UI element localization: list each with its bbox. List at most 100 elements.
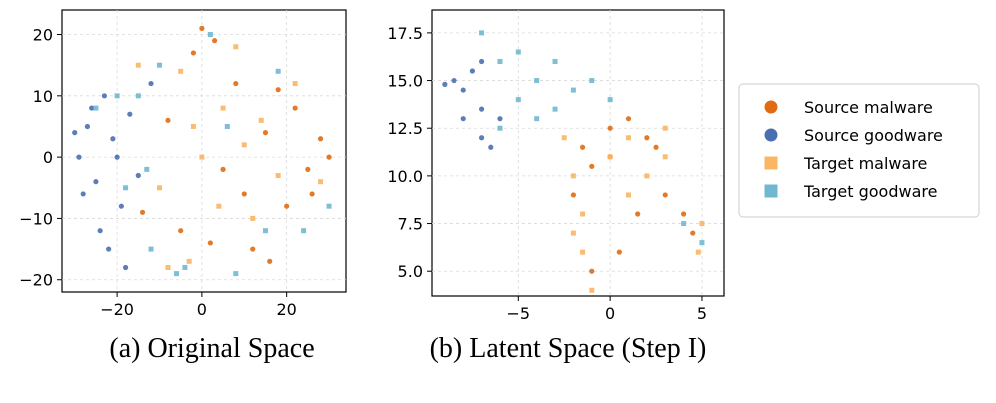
target-malware-point: [292, 81, 298, 87]
target-malware-point: [570, 173, 576, 179]
target-goodware-point: [479, 30, 485, 36]
y-tick-label: 12.5: [387, 119, 423, 138]
target-malware-point: [190, 123, 196, 129]
target-malware-point: [561, 135, 567, 141]
y-tick-label: 15.0: [387, 72, 423, 91]
x-ticks-latent: −5 0 5: [507, 296, 707, 323]
source-malware-point: [178, 228, 184, 234]
x-tick-label: −5: [507, 304, 531, 323]
x-tick-label: 5: [697, 304, 707, 323]
x-tick-label: 0: [197, 300, 207, 319]
points-original: [72, 25, 332, 277]
source-goodware-point: [97, 228, 103, 234]
source-malware-point: [589, 268, 595, 274]
grid-latent: [432, 10, 724, 296]
y-tick-label: −10: [19, 209, 53, 228]
target-goodware-point: [224, 123, 230, 129]
target-goodware-point: [515, 49, 521, 55]
source-goodware-point: [460, 116, 466, 122]
legend-item-target-malware: Target malware: [764, 154, 927, 173]
target-goodware-point: [534, 116, 540, 122]
target-malware-point: [186, 258, 192, 264]
target-goodware-point: [207, 32, 213, 38]
target-goodware-point: [515, 97, 521, 103]
source-malware-point: [165, 117, 171, 123]
target-malware-point: [589, 287, 595, 293]
y-tick-label: 5.0: [398, 262, 423, 281]
source-goodware-point: [148, 80, 154, 87]
target-goodware-point: [148, 246, 154, 252]
target-goodware-point: [233, 271, 239, 277]
legend-marker-circle: [764, 128, 778, 142]
source-malware-point: [317, 136, 324, 142]
y-tick-label: 20: [33, 26, 53, 45]
y-tick-label: 10: [33, 87, 53, 106]
target-malware-point: [570, 230, 576, 236]
source-goodware-point: [101, 93, 107, 99]
target-malware-point: [241, 142, 247, 148]
source-malware-point: [241, 191, 247, 197]
grid-original: [62, 10, 346, 292]
target-goodware-point: [182, 264, 188, 270]
legend-item-source-goodware: Source goodware: [764, 126, 943, 145]
legend-marker-square: [764, 156, 778, 170]
target-goodware-point: [497, 125, 503, 131]
target-malware-point: [199, 154, 205, 160]
source-malware-point: [207, 240, 213, 246]
source-goodware-point: [460, 87, 466, 93]
source-malware-point: [644, 135, 650, 141]
source-malware-point: [305, 166, 311, 172]
target-goodware-point: [552, 106, 558, 112]
source-malware-point: [680, 211, 687, 217]
source-goodware-point: [451, 77, 457, 84]
source-malware-point: [211, 38, 218, 44]
source-malware-point: [579, 144, 586, 150]
chart-original-space: −20 0 20 20 10 0 −10 −20 (a) Original Space: [19, 9, 347, 364]
legend-marker-circle: [764, 100, 778, 114]
source-goodware-point: [72, 130, 78, 136]
source-goodware-point: [135, 172, 141, 179]
source-malware-point: [607, 125, 613, 131]
legend-label: Target malware: [803, 154, 927, 173]
source-malware-point: [233, 80, 239, 87]
legend-box: [738, 83, 980, 218]
y-ticks-latent: 17.5 15.0 12.5 10.0 7.5 5.0: [387, 24, 432, 281]
target-goodware-point: [275, 68, 281, 74]
target-goodware-point: [607, 97, 613, 103]
target-malware-point: [580, 249, 586, 255]
x-tick-label: −20: [100, 300, 134, 319]
target-malware-point: [662, 125, 668, 131]
legend-label: Source malware: [804, 98, 933, 117]
target-malware-point: [275, 173, 281, 179]
source-goodware-point: [118, 203, 124, 209]
source-malware-point: [292, 105, 298, 111]
source-malware-point: [690, 230, 696, 236]
target-malware-point: [178, 68, 184, 74]
source-malware-point: [250, 246, 256, 252]
target-goodware-point: [114, 93, 120, 99]
target-malware-point: [662, 154, 668, 160]
target-goodware-point: [699, 240, 705, 246]
target-goodware-point: [144, 166, 150, 172]
legend-label: Target goodware: [803, 182, 937, 201]
target-goodware-point: [681, 221, 687, 227]
source-malware-point: [616, 249, 622, 255]
target-malware-point: [626, 192, 632, 198]
target-malware-point: [258, 117, 264, 123]
source-malware-point: [570, 192, 577, 198]
source-goodware-point: [80, 191, 86, 197]
legend-item-source-malware: Source malware: [764, 98, 933, 117]
target-goodware-point: [156, 62, 162, 68]
source-malware-point: [267, 258, 273, 264]
target-malware-point: [699, 221, 705, 227]
source-malware-point: [275, 87, 281, 93]
source-malware-point: [635, 211, 641, 217]
source-goodware-point: [478, 58, 485, 65]
target-malware-point: [135, 62, 141, 68]
source-goodware-point: [122, 264, 129, 271]
x-ticks-original: −20 0 20: [100, 292, 297, 319]
target-goodware-point: [326, 203, 332, 209]
y-tick-label: 17.5: [387, 24, 423, 43]
target-goodware-point: [589, 78, 595, 84]
